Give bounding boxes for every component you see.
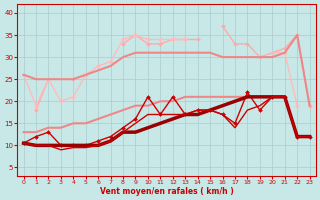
X-axis label: Vent moyen/en rafales ( km/h ): Vent moyen/en rafales ( km/h ) xyxy=(100,187,234,196)
